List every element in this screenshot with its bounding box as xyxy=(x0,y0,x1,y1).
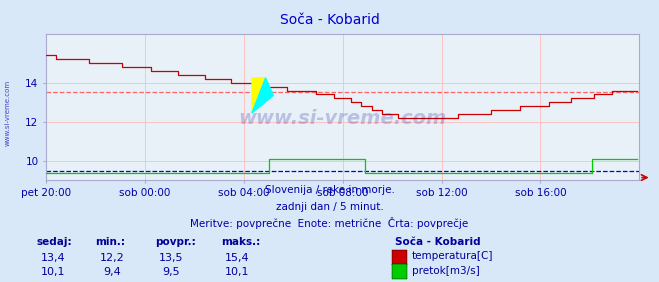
Text: min.:: min.: xyxy=(96,237,126,247)
Text: sedaj:: sedaj: xyxy=(36,237,72,247)
Text: Soča - Kobarid: Soča - Kobarid xyxy=(279,13,380,27)
Text: www.si-vreme.com: www.si-vreme.com xyxy=(5,80,11,146)
Text: Meritve: povprečne  Enote: metrične  Črta: povprečje: Meritve: povprečne Enote: metrične Črta:… xyxy=(190,217,469,229)
Text: www.si-vreme.com: www.si-vreme.com xyxy=(239,109,447,128)
Text: 13,4: 13,4 xyxy=(40,253,65,263)
Text: 9,4: 9,4 xyxy=(103,267,121,277)
Polygon shape xyxy=(252,78,266,113)
Text: 12,2: 12,2 xyxy=(100,253,125,263)
Text: temperatura[C]: temperatura[C] xyxy=(412,252,494,261)
Text: Soča - Kobarid: Soča - Kobarid xyxy=(395,237,481,247)
Text: pretok[m3/s]: pretok[m3/s] xyxy=(412,266,480,276)
Text: 15,4: 15,4 xyxy=(225,253,250,263)
Text: 10,1: 10,1 xyxy=(225,267,250,277)
Text: maks.:: maks.: xyxy=(221,237,260,247)
Text: 13,5: 13,5 xyxy=(159,253,184,263)
Text: 10,1: 10,1 xyxy=(40,267,65,277)
Text: povpr.:: povpr.: xyxy=(155,237,196,247)
Text: Slovenija / reke in morje.: Slovenija / reke in morje. xyxy=(264,185,395,195)
Text: zadnji dan / 5 minut.: zadnji dan / 5 minut. xyxy=(275,202,384,212)
Text: 9,5: 9,5 xyxy=(163,267,180,277)
Polygon shape xyxy=(252,78,273,113)
